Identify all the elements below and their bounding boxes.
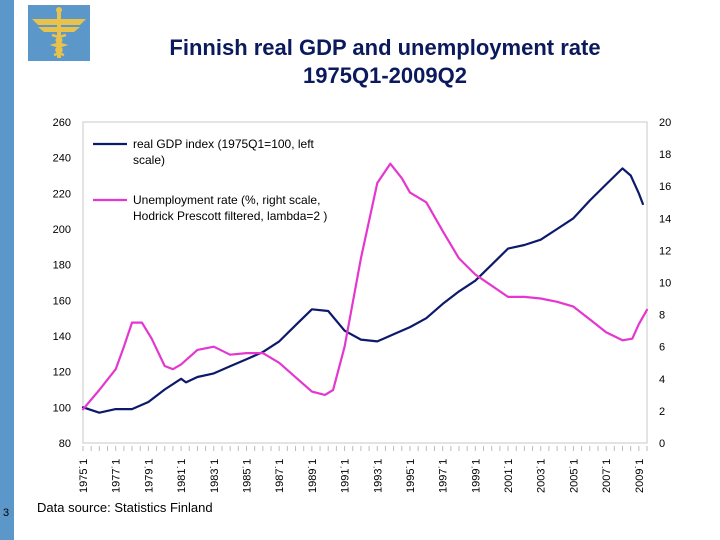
x-tick-label: 1991˙1 xyxy=(340,459,352,493)
legend-entry: scale) xyxy=(133,153,165,167)
left-tick-label: 120 xyxy=(53,367,71,379)
x-tick-label: 1983˙1 xyxy=(209,459,221,493)
slide-title-line1: Finnish real GDP and unemployment rate xyxy=(169,35,601,60)
left-tick-label: 240 xyxy=(53,153,71,165)
x-tick-label: 1993˙1 xyxy=(372,459,384,493)
left-tick-label: 100 xyxy=(53,402,71,414)
left-tick-label: 200 xyxy=(53,224,71,236)
x-tick-label: 1999˙1 xyxy=(470,459,482,493)
legend-entry: real GDP index (1975Q1=100, left xyxy=(133,137,315,151)
right-tick-label: 6 xyxy=(659,342,665,354)
left-tick-label: 260 xyxy=(53,117,71,129)
x-tick-label: 1981˙1 xyxy=(176,459,188,493)
legend-entry: Hodrick Prescott filtered, lambda=2 ) xyxy=(133,209,327,223)
x-tick-label: 1989˙1 xyxy=(307,459,319,493)
left-tick-label: 140 xyxy=(53,331,71,343)
data-source: Data source: Statistics Finland xyxy=(37,500,213,515)
x-tick-label: 2003˙1 xyxy=(536,459,548,493)
right-tick-label: 14 xyxy=(659,213,671,225)
left-tick-label: 160 xyxy=(53,295,71,307)
legend-entry: Unemployment rate (%, right scale, xyxy=(133,193,320,207)
caduceus-logo xyxy=(28,5,90,61)
accent-bar xyxy=(0,0,14,540)
left-tick-label: 180 xyxy=(53,260,71,272)
slide-title: Finnish real GDP and unemployment rate 1… xyxy=(100,34,670,90)
x-tick-label: 1995˙1 xyxy=(405,459,417,493)
right-tick-label: 20 xyxy=(659,117,671,129)
x-tick-label: 2009˙1 xyxy=(634,459,646,493)
unemployment-series-line xyxy=(81,162,649,411)
plot-area xyxy=(82,121,648,444)
x-tick-label: 1997˙1 xyxy=(438,459,450,493)
x-tick-label: 1979˙1 xyxy=(143,459,155,493)
right-tick-label: 12 xyxy=(659,245,671,257)
x-tick-label: 2001˙1 xyxy=(503,459,515,493)
gdp-series-line xyxy=(81,167,644,414)
right-tick-label: 16 xyxy=(659,181,671,193)
legend-box xyxy=(86,126,342,234)
x-tick-label: 2007˙1 xyxy=(601,459,613,493)
x-tick-label: 1975˙1 xyxy=(78,459,90,493)
x-tick-label: 1987˙1 xyxy=(274,459,286,493)
left-tick-label: 80 xyxy=(59,438,71,450)
x-tick-label: 2005˙1 xyxy=(568,459,580,493)
right-tick-label: 0 xyxy=(659,438,665,450)
slide-title-line2: 1975Q1-2009Q2 xyxy=(303,63,467,88)
gdp-unemployment-chart: 80 100 120 140 160 180 200 220 240 260 0 2 4 6 8 10 12 14… xyxy=(53,117,672,493)
x-tick-label: 1977˙1 xyxy=(111,459,123,493)
right-tick-label: 4 xyxy=(659,374,665,386)
right-tick-label: 18 xyxy=(659,149,671,161)
right-tick-label: 2 xyxy=(659,406,665,418)
x-tick-label: 1985˙1 xyxy=(241,459,253,493)
page-number: 3 xyxy=(3,507,10,519)
left-tick-label: 220 xyxy=(53,188,71,200)
right-tick-label: 8 xyxy=(659,310,665,322)
right-tick-label: 10 xyxy=(659,278,671,290)
